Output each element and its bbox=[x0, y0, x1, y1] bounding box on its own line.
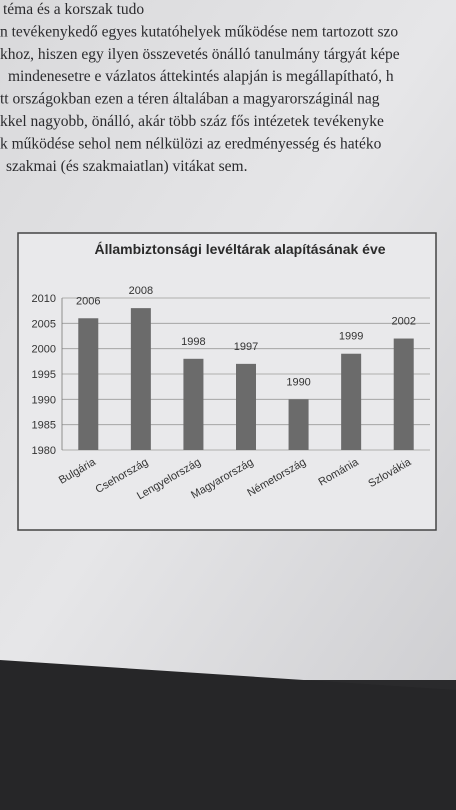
text-line: n tevékenykedő egyes kutatóhelyek működé… bbox=[0, 23, 398, 40]
y-tick-label: 2005 bbox=[32, 318, 56, 330]
dark-background bbox=[0, 660, 456, 810]
y-tick-label: 1985 bbox=[32, 420, 56, 432]
text-line: mindenesetre e vázlatos áttekintés alapj… bbox=[8, 68, 394, 85]
bar bbox=[236, 363, 256, 450]
bar bbox=[130, 308, 151, 450]
text-block: téma és a korszak tudo n tevékenykedő egy… bbox=[0, 1, 400, 175]
bar bbox=[341, 353, 362, 450]
bar bbox=[183, 358, 204, 450]
value-label: 1990 bbox=[286, 376, 310, 388]
value-label: 1997 bbox=[234, 341, 258, 353]
bar bbox=[393, 338, 414, 450]
text-line: szakmai (és szakmaiatlan) vitákat sem. bbox=[6, 158, 247, 175]
y-tick-label: 2000 bbox=[32, 344, 56, 356]
y-tick-label: 1980 bbox=[32, 445, 56, 457]
bar bbox=[288, 399, 309, 450]
text-line: téma és a korszak tudo bbox=[3, 1, 144, 18]
y-tick-label: 1995 bbox=[32, 369, 56, 381]
value-label: 2006 bbox=[76, 295, 100, 307]
value-label: 1998 bbox=[181, 336, 205, 348]
text-line: k működése sehol nem nélkülözi az eredmé… bbox=[0, 135, 382, 152]
text-line: kkel nagyobb, önálló, akár több száz fős… bbox=[0, 113, 384, 130]
chart-title: Állambiztonsági levéltárak alapításának … bbox=[94, 241, 385, 257]
y-tick-label: 1990 bbox=[32, 394, 56, 406]
value-label: 2008 bbox=[129, 285, 153, 297]
bar bbox=[78, 318, 99, 450]
text-line: khoz, hiszen egy ilyen összevetés önálló… bbox=[0, 46, 400, 63]
y-tick-label: 2010 bbox=[32, 293, 56, 305]
value-label: 1999 bbox=[339, 331, 363, 343]
value-label: 2002 bbox=[391, 316, 415, 328]
text-line: tt országokban ezen a téren általában a … bbox=[0, 91, 380, 108]
